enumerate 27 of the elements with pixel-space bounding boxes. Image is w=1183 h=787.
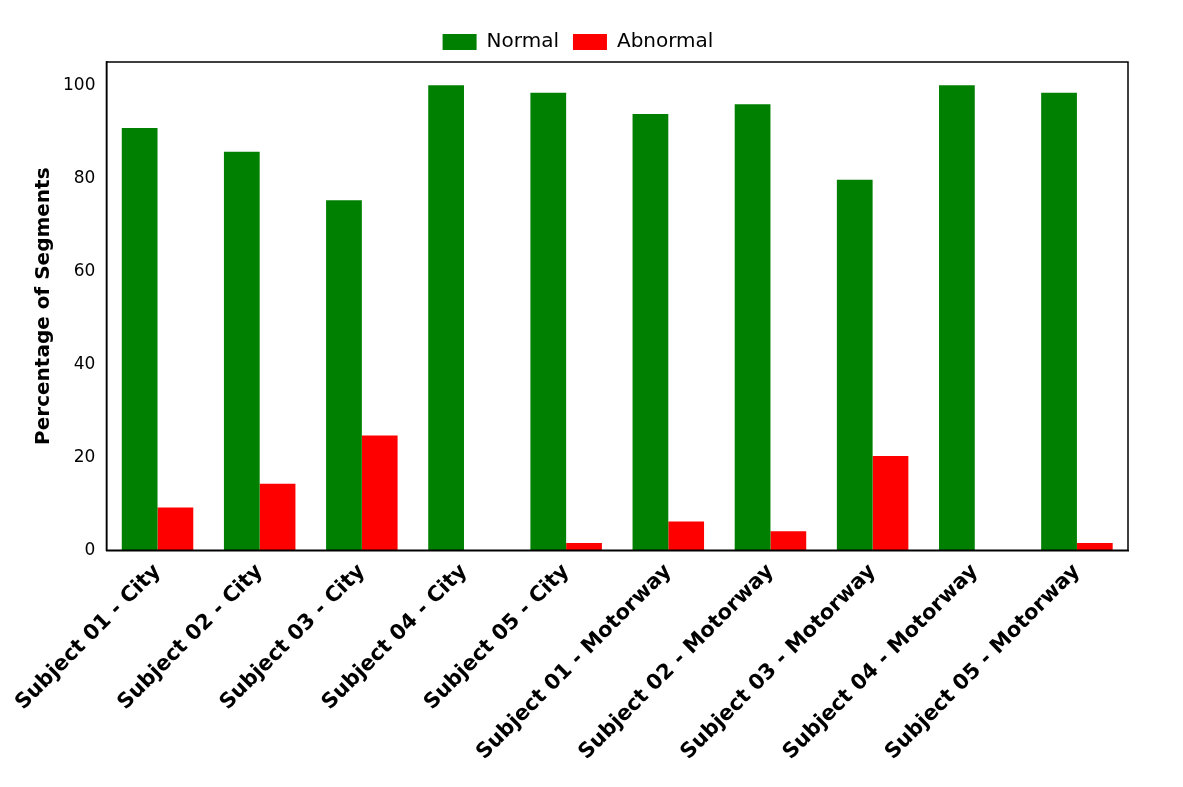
bar: [770, 531, 807, 551]
bar: [939, 85, 975, 551]
bar: [361, 435, 398, 551]
legend-label: Abnormal: [616, 28, 714, 53]
bar: [872, 455, 909, 551]
bar: [121, 128, 158, 551]
bar: [668, 521, 705, 551]
bar: [530, 92, 567, 551]
bar: [566, 542, 602, 551]
y-tick-label: 80: [73, 166, 96, 187]
bar: [223, 151, 260, 551]
bar: [836, 179, 873, 551]
bar: [1041, 92, 1077, 551]
legend-label: Normal: [486, 28, 559, 53]
y-tick-label: 100: [62, 73, 96, 94]
bar: [428, 85, 464, 551]
y-tick-label: 40: [73, 352, 96, 373]
bar: [1076, 542, 1113, 551]
y-tick-label: 20: [73, 445, 96, 466]
bar: [734, 104, 771, 551]
y-tick-label: 60: [73, 259, 96, 280]
y-tick-label: 0: [84, 538, 96, 559]
y-axis-title: Percentage of Segments: [30, 167, 55, 445]
bar: [632, 114, 669, 551]
bar: [259, 483, 296, 551]
bar: [326, 200, 362, 551]
bar: [157, 507, 194, 551]
